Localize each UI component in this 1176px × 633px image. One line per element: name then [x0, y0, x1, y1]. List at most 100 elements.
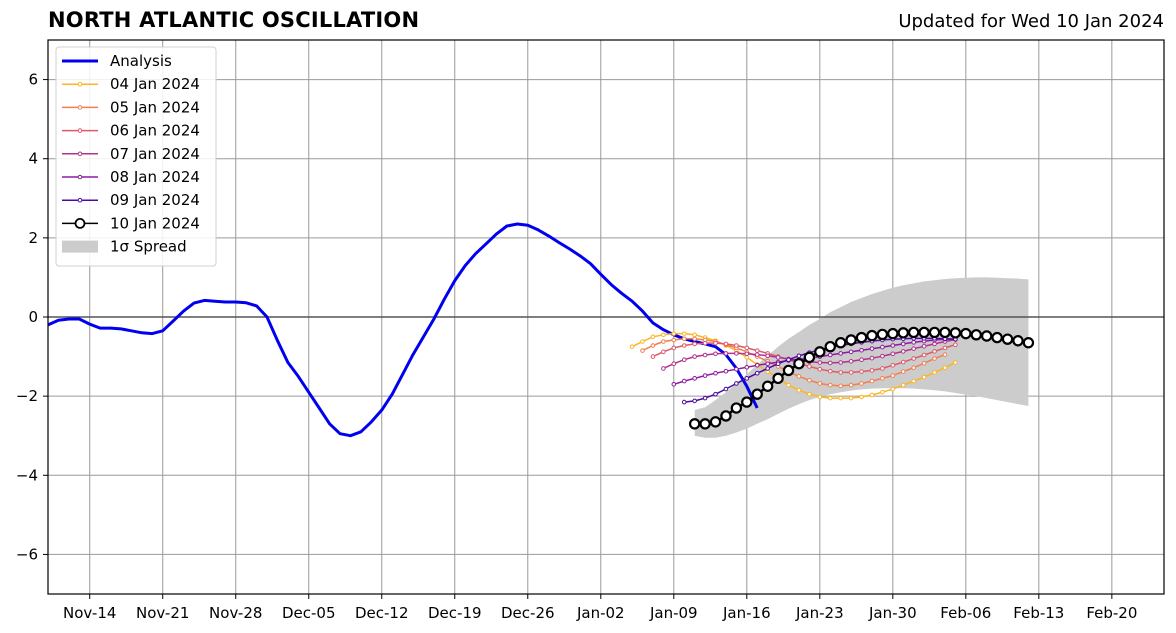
- forecast-point: [911, 340, 916, 345]
- series-analysis: [47, 222, 759, 438]
- legend-item: 05 Jan 2024: [62, 98, 200, 116]
- forecast-point: [723, 368, 729, 374]
- forecast-point: [671, 331, 677, 336]
- analysis-line: [47, 222, 759, 438]
- legend-label: 1σ Spread: [110, 238, 187, 256]
- forecast-point: [890, 386, 896, 392]
- forecast-point: [765, 361, 770, 366]
- x-tick-label: Dec-05: [282, 604, 336, 622]
- y-tick-label: 6: [28, 71, 38, 89]
- x-tick-label: Jan-23: [795, 604, 844, 622]
- main-forecast-point: [928, 326, 941, 339]
- forecast-point: [827, 360, 833, 366]
- y-tick-label: −4: [16, 466, 38, 484]
- forecast-point: [723, 386, 729, 392]
- legend-label: 07 Jan 2024: [110, 145, 200, 163]
- legend-item: 08 Jan 2024: [62, 168, 200, 186]
- main-forecast-point: [709, 416, 722, 428]
- y-tick-label: 4: [28, 150, 38, 168]
- forecast-point: [869, 368, 875, 373]
- forecast-point: [817, 381, 823, 386]
- forecast-point: [661, 332, 666, 338]
- legend-label: 05 Jan 2024: [110, 98, 200, 116]
- forecast-point: [796, 387, 802, 393]
- series-forecast: [640, 336, 948, 389]
- main-forecast-point: [761, 380, 774, 392]
- main-forecast-point: [834, 337, 847, 349]
- forecast-point: [900, 359, 906, 365]
- forecast-point: [692, 354, 697, 359]
- forecast-point: [953, 342, 958, 348]
- x-tick-label: Dec-19: [428, 604, 482, 622]
- forecast-point: [859, 381, 864, 386]
- main-forecast-point: [793, 357, 805, 370]
- forecast-point: [880, 353, 885, 359]
- forecast-point: [713, 340, 718, 346]
- forecast-point: [942, 365, 948, 370]
- forecast-point: [671, 337, 677, 343]
- forecast-point: [859, 347, 864, 353]
- forecast-point: [713, 391, 718, 397]
- forecast-point: [671, 345, 677, 351]
- forecast-point: [775, 361, 781, 366]
- forecast-point: [859, 369, 864, 374]
- forecast-point: [681, 357, 687, 363]
- forecast-point: [827, 395, 833, 401]
- legend-item: Analysis: [62, 52, 172, 70]
- main-forecast-point: [866, 329, 878, 342]
- chart-subtitle: Updated for Wed 10 Jan 2024: [898, 11, 1164, 32]
- legend-box: [55, 46, 217, 267]
- main-forecast-point: [887, 327, 899, 340]
- forecast-point: [807, 378, 812, 383]
- legend-label: 09 Jan 2024: [110, 191, 200, 209]
- forecast-point: [681, 343, 687, 348]
- legend-item: 09 Jan 2024: [62, 191, 200, 209]
- forecast-point: [880, 366, 885, 371]
- forecast-point: [953, 360, 958, 365]
- legend-label: 06 Jan 2024: [110, 122, 200, 140]
- x-tick-label: Feb-20: [1086, 604, 1137, 622]
- forecast-point: [880, 389, 885, 395]
- forecast-point: [890, 373, 896, 378]
- forecast-point: [702, 340, 708, 346]
- series-layer: [47, 222, 1035, 438]
- forecast-point: [671, 361, 677, 366]
- forecast-point: [692, 341, 697, 347]
- legend-patch: [62, 240, 98, 253]
- forecast-point: [911, 356, 916, 361]
- forecast-point: [754, 352, 760, 357]
- forecast-point: [900, 382, 906, 388]
- forecast-point: [786, 382, 791, 388]
- forecast-point: [681, 378, 687, 384]
- main-forecast-point: [720, 410, 732, 422]
- forecast-point: [723, 341, 729, 347]
- forecast-point: [786, 357, 791, 363]
- main-forecast-point: [855, 331, 868, 344]
- legend-marker: [77, 174, 83, 180]
- forecast-point: [744, 351, 750, 357]
- chart-title: NORTH ATLANTIC OSCILLATION: [48, 8, 420, 32]
- main-forecast-point: [730, 402, 743, 414]
- forecast-point: [942, 345, 948, 351]
- forecast-point: [848, 382, 854, 388]
- main-forecast-point: [918, 326, 930, 339]
- forecast-point: [848, 349, 854, 355]
- forecast-point: [942, 352, 948, 357]
- forecast-point: [713, 351, 718, 357]
- main-forecast-point: [1012, 335, 1024, 347]
- x-tick-label: Jan-09: [649, 604, 698, 622]
- main-forecast-point: [949, 327, 962, 339]
- forecast-point: [640, 348, 645, 353]
- forecast-point: [911, 378, 916, 384]
- forecast-point: [838, 370, 843, 375]
- main-forecast-point: [699, 418, 711, 430]
- forecast-point: [869, 346, 875, 351]
- forecast-point: [775, 355, 781, 360]
- forecast-point: [671, 381, 677, 387]
- main-forecast-point: [814, 346, 826, 358]
- forecast-point: [796, 374, 802, 379]
- forecast-point: [880, 344, 885, 350]
- x-tick-label: Dec-26: [501, 604, 555, 622]
- forecast-point: [744, 345, 750, 351]
- legend-marker: [77, 128, 83, 133]
